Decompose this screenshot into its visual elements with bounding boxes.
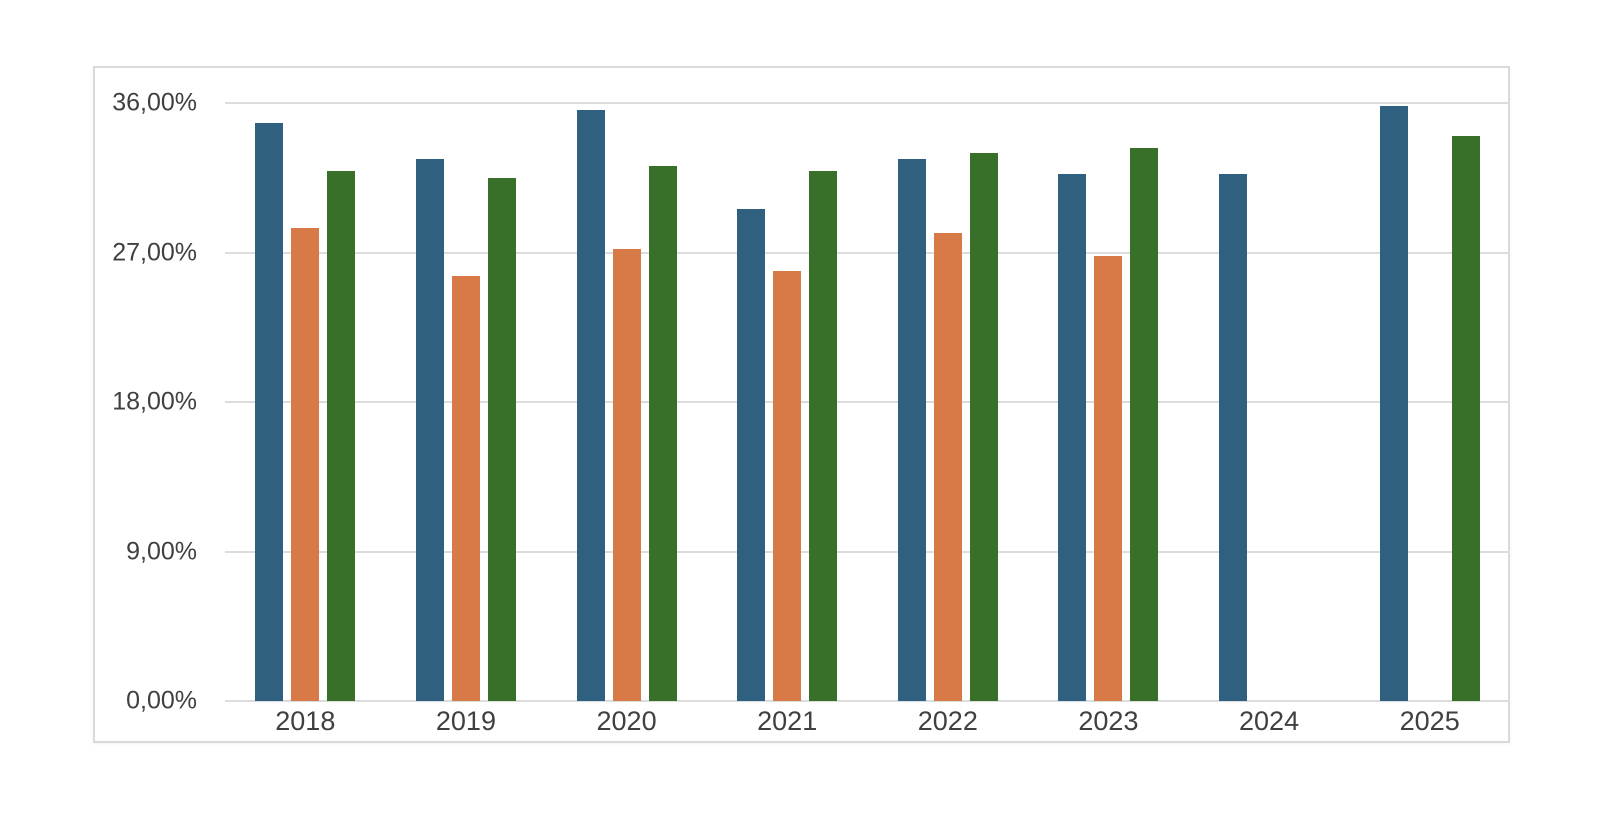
bar-blue-series-2020 [576, 109, 605, 701]
bar-blue-series-2018 [255, 122, 284, 701]
bar-orange-series-2018 [291, 227, 320, 701]
bar-green-series-2023 [1130, 147, 1159, 701]
y-tick-label: 9,00% [126, 537, 197, 565]
bar-orange-series-2019 [451, 275, 480, 701]
bar-orange-series-2021 [773, 270, 802, 701]
bar-green-series-2025 [1451, 136, 1480, 701]
bar-blue-series-2022 [897, 159, 926, 701]
y-tick-label: 27,00% [112, 238, 197, 266]
y-tick-label: 18,00% [112, 387, 197, 416]
bar-blue-series-2021 [737, 209, 766, 701]
bar-green-series-2020 [648, 166, 677, 701]
bar-green-series-2018 [327, 171, 356, 701]
gridline-27 [225, 251, 1510, 254]
bar-green-series-2019 [487, 177, 516, 701]
x-tick-label-2018: 2018 [275, 706, 336, 736]
bar-orange-series-2022 [933, 232, 962, 701]
x-tick-label-2023: 2023 [1078, 706, 1139, 736]
bar-blue-series-2019 [415, 159, 444, 701]
bar-blue-series-2025 [1379, 106, 1408, 701]
bar-green-series-2022 [969, 152, 998, 701]
x-tick-label-2025: 2025 [1399, 706, 1460, 736]
bar-chart: 0,00% 9,00% 18,00% 27,00% 36,00% 2018 2019 202… [93, 66, 1510, 743]
bar-orange-series-2020 [612, 249, 641, 701]
x-tick-label-2022: 2022 [917, 706, 978, 736]
gridline-18 [225, 401, 1510, 403]
x-tick-label-2019: 2019 [435, 706, 496, 736]
gridline-36 [225, 102, 1510, 104]
gridline-9 [225, 550, 1510, 553]
bar-blue-series-2024 [1219, 174, 1248, 701]
plot-area [225, 102, 1510, 702]
x-tick-label-2020: 2020 [596, 706, 657, 736]
x-tick-label-2024: 2024 [1239, 706, 1300, 736]
bar-orange-series-2023 [1094, 255, 1123, 701]
y-tick-label: 0,00% [126, 686, 197, 715]
x-tick-label-2021: 2021 [757, 706, 818, 736]
y-tick-label: 36,00% [112, 88, 197, 117]
bar-blue-series-2023 [1058, 174, 1087, 701]
bar-green-series-2021 [809, 171, 838, 701]
gridline-0 [225, 700, 1510, 702]
